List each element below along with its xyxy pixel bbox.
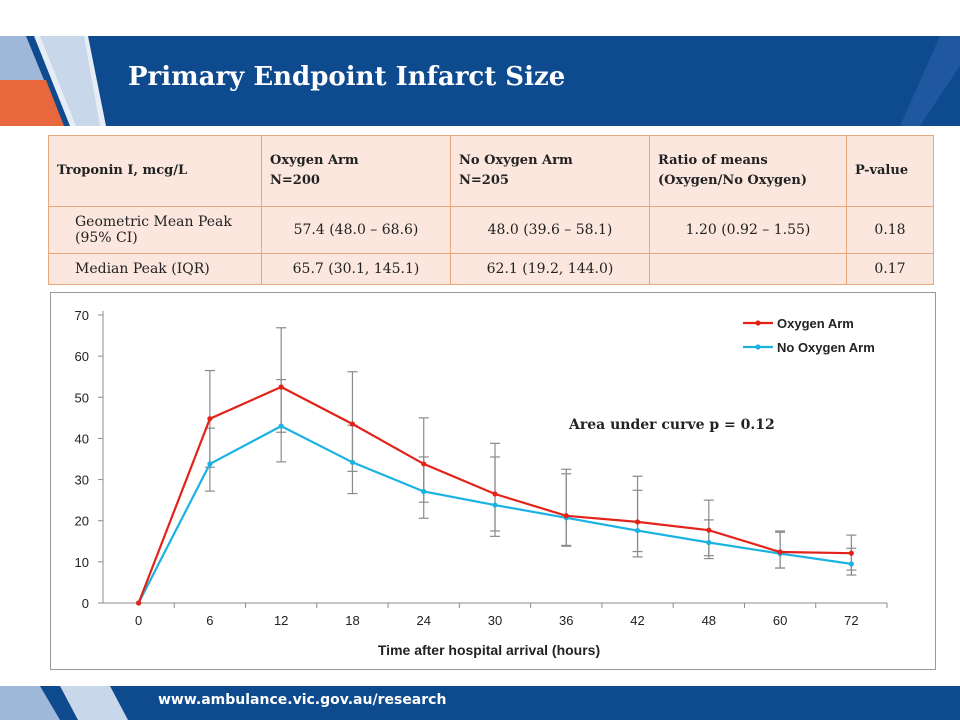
data-point	[136, 600, 142, 606]
chart-axes: 0 10 20 30 40 50 60 70 0 6 12 18 24 30 36 42 48 60 72	[75, 308, 888, 628]
y-tick-label: 50	[75, 390, 89, 405]
data-point	[563, 513, 569, 519]
footer-url-link[interactable]: www.ambulance.vic.gov.au/research	[158, 692, 447, 708]
header-decoration	[0, 36, 106, 126]
x-tick-label: 0	[135, 613, 142, 628]
slide-title: Primary Endpoint Infarct Size	[128, 62, 566, 92]
table-cell: 1.20 (0.92 – 1.55)	[649, 206, 847, 254]
legend-label: Oxygen Arm	[777, 316, 854, 331]
results-table: Troponin I, mcg/L Oxygen Arm N=200 No Ox…	[48, 135, 934, 285]
troponin-line-chart: 0 10 20 30 40 50 60 70 0 6 12 18 24 30 36 42 48 60 72 Oxyg…	[75, 308, 888, 658]
table-row: Median Peak (IQR) 65.7 (30.1, 145.1) 62.…	[48, 253, 934, 285]
y-tick-label: 70	[75, 308, 89, 323]
footer-bar	[0, 686, 960, 720]
legend-bg	[713, 314, 887, 332]
header-oxygen-line2: N=200	[270, 173, 320, 188]
header-nooxygen-line1: No Oxygen Arm	[459, 153, 573, 168]
data-point	[634, 519, 641, 525]
header-pvalue-line1: P-value	[855, 163, 909, 178]
legend-label: No Oxygen Arm	[777, 340, 875, 355]
header-troponin-line1: Troponin I, mcg/L	[57, 163, 188, 178]
legend-marker	[755, 320, 761, 326]
x-tick-label: 6	[206, 613, 213, 628]
x-tick-label: 36	[559, 613, 573, 628]
header-pvalue: P-value	[846, 135, 934, 207]
legend-marker	[755, 344, 761, 350]
corner-decoration	[900, 36, 960, 126]
data-point	[706, 539, 712, 546]
table-cell: 0.18	[846, 206, 934, 254]
y-tick-label: 30	[75, 473, 89, 488]
y-tick-label: 60	[75, 349, 89, 364]
data-point	[278, 384, 284, 390]
data-point	[349, 459, 356, 465]
header-ratio-line2: (Oxygen/No Oxygen)	[658, 173, 808, 188]
header-oxygen-arm: Oxygen Arm N=200	[261, 135, 451, 207]
chart-error-bars	[204, 327, 857, 576]
data-point	[848, 550, 854, 556]
auc-annotation: Area under curve p = 0.12	[568, 417, 775, 433]
data-point	[848, 561, 854, 567]
y-tick-label: 0	[82, 596, 89, 611]
data-point	[634, 527, 641, 534]
footer-decoration	[0, 686, 128, 720]
y-tick-label: 10	[75, 555, 89, 570]
table-cell: 62.1 (19.2, 144.0)	[450, 253, 650, 285]
x-tick-label: 48	[702, 613, 716, 628]
y-tick-label: 40	[75, 431, 89, 446]
x-tick-label: 12	[274, 613, 288, 628]
header-ratio: Ratio of means (Oxygen/No Oxygen)	[649, 135, 847, 207]
data-point	[492, 491, 498, 497]
table-cell: 57.4 (48.0 – 68.6)	[261, 206, 451, 254]
table-cell: Median Peak (IQR)	[48, 253, 262, 285]
data-point	[207, 416, 213, 422]
header-troponin: Troponin I, mcg/L	[48, 135, 262, 207]
legend-bg	[713, 338, 887, 356]
x-tick-label: 42	[630, 613, 644, 628]
y-tick-label: 20	[75, 514, 89, 529]
chart-points	[136, 384, 854, 606]
header-bar	[0, 36, 960, 126]
table-cell	[649, 253, 847, 285]
data-point	[278, 423, 284, 429]
header-oxygen-line1: Oxygen Arm	[270, 153, 359, 168]
table-cell: 48.0 (39.6 – 58.1)	[450, 206, 650, 254]
x-tick-label: 18	[345, 613, 359, 628]
table-cell: Geometric Mean Peak (95% CI)	[48, 206, 262, 254]
x-tick-label: 60	[773, 613, 787, 628]
table-header-row: Troponin I, mcg/L Oxygen Arm N=200 No Ox…	[48, 135, 934, 207]
x-axis-label: Time after hospital arrival (hours)	[378, 642, 600, 658]
data-point	[777, 549, 783, 555]
header-ratio-line1: Ratio of means	[658, 153, 768, 168]
data-point	[207, 461, 213, 467]
data-point	[421, 488, 427, 495]
chart-panel: 0 10 20 30 40 50 60 70 0 6 12 18 24 30 36 42 48 60 72 Oxyg…	[50, 292, 936, 670]
data-point	[706, 527, 712, 533]
data-point	[349, 421, 356, 427]
x-tick-label: 72	[844, 613, 858, 628]
x-tick-label: 24	[416, 613, 430, 628]
data-point	[421, 461, 427, 467]
header-no-oxygen-arm: No Oxygen Arm N=205	[450, 135, 650, 207]
table-cell: 65.7 (30.1, 145.1)	[261, 253, 451, 285]
table-cell: 0.17	[846, 253, 934, 285]
x-tick-label: 30	[488, 613, 502, 628]
chart-legend: Oxygen Arm No Oxygen Arm	[713, 314, 887, 356]
header-nooxygen-line2: N=205	[459, 173, 509, 188]
data-point	[492, 502, 498, 508]
table-row: Geometric Mean Peak (95% CI) 57.4 (48.0 …	[48, 206, 934, 254]
